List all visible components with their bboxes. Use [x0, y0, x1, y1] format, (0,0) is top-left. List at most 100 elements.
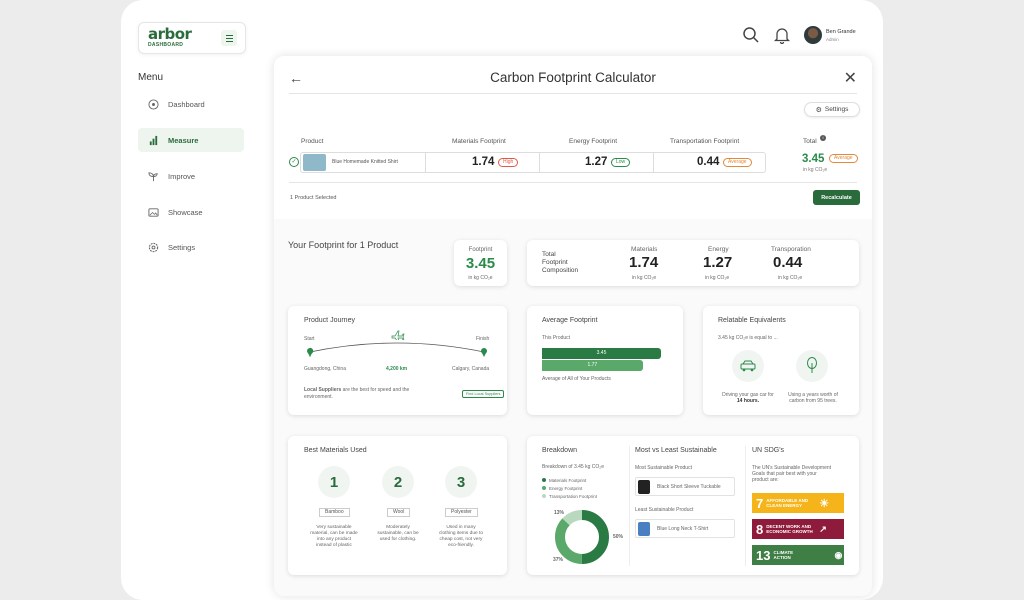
material-desc-line: Moderately [386, 525, 410, 530]
product-name: Blue Homemade Knitted Shirt [332, 159, 398, 165]
equivalents-intro: 3.45 kg CO₂e is equal to ... [718, 335, 778, 341]
sidebar-item-label: Dashboard [168, 99, 205, 109]
least-sustainable-product[interactable]: Blue Long Neck T-Shirt [635, 519, 735, 538]
sdg-label-line: CLIMATE [773, 550, 794, 555]
calculator-section: ← Carbon Footprint Calculator ✕ ⚙ Settin… [274, 56, 872, 219]
sidebar-item-label: Improve [168, 171, 196, 181]
sdg-label-line: ECONOMIC GROWTH [766, 529, 813, 534]
sidebar-item-showcase[interactable]: Showcase [138, 200, 244, 224]
menu-title: Menu [138, 72, 164, 83]
energy-unit: in kg CO₂e [705, 275, 730, 281]
start-label: Start [304, 336, 315, 342]
sdg-number: 7 [756, 495, 764, 511]
checkbox-selected-icon[interactable]: ✓ [289, 157, 299, 167]
sdg-number: 8 [756, 521, 764, 537]
transport-unit: in kg CO₂e [778, 275, 803, 281]
info-icon[interactable]: i [820, 135, 826, 141]
menu-toggle-icon[interactable] [221, 30, 237, 46]
product-journey-card: Product Journey Start Finish Guangdong, … [288, 306, 507, 415]
material-rank-3: 3 [445, 466, 477, 498]
material-tag: Bamboo [319, 508, 350, 517]
close-icon[interactable]: ✕ [843, 70, 857, 87]
sdg-desc-line: The UN's Sustainable Development [752, 465, 832, 471]
legend-item: Materials Footprint [542, 478, 597, 486]
back-arrow-icon[interactable]: ← [289, 70, 303, 86]
distance: 4,200 km [386, 366, 408, 372]
composition-card: Total Footprint Composition Materials 1.… [527, 240, 859, 286]
composition-label-line: Composition [542, 267, 579, 274]
find-local-suppliers-button[interactable]: Find Local Suppliers [462, 390, 505, 398]
total-unit: in kg CO₂e [803, 167, 828, 173]
sdg-desc-line: product are: [752, 477, 779, 483]
material-desc-line: instead of plastic [316, 543, 352, 548]
material-desc: Used in many clothing items due to cheap c… [432, 525, 490, 549]
sidebar-item-label: Showcase [168, 207, 203, 217]
energy-value: 1.27 [703, 254, 733, 271]
divider [289, 93, 857, 94]
average-bar: 1.77 [542, 360, 643, 371]
sdg-badge-7[interactable]: 7 AFFORDABLE AND CLEAN ENERGY ☀ [752, 493, 844, 513]
col-header-total: Total [803, 138, 817, 145]
material-desc-line: eco-friendly. [448, 543, 474, 548]
settings-button[interactable]: ⚙ Settings [804, 102, 860, 117]
user-name: Ben Grande [826, 29, 856, 35]
materials-cell: 1.74 High [425, 153, 539, 172]
divider [289, 182, 857, 183]
sdg-badge-13[interactable]: 13 CLIMATE ACTION ◉ [752, 545, 844, 565]
pct-transport: 13% [554, 510, 565, 516]
logo-box: arbor DASHBOARD [138, 22, 246, 54]
tree-icon [796, 350, 828, 382]
materials-value: 1.74 [472, 156, 495, 168]
sdg-label-line: CLEAN ENERGY [766, 503, 802, 508]
legend-label: Transportation Footprint [549, 494, 597, 499]
material-desc-line: used for clothing. [379, 537, 417, 542]
footprint-value: 3.45 [465, 255, 496, 272]
sdg-label: CLIMATE ACTION [773, 550, 823, 560]
sdg-badge-8[interactable]: 8 DECENT WORK AND ECONOMIC GROWTH ↗ [752, 519, 844, 539]
total-value: 3.45 [802, 153, 825, 165]
most-sustainable-product[interactable]: Black Short Sleeve Tuckable [635, 477, 735, 496]
material-desc-line: cheap cost, not very [439, 537, 483, 542]
this-product-bar-value: 3.45 [596, 350, 607, 356]
selected-count: 1 Product Selected [290, 195, 337, 201]
local-note-line2: environment. [304, 394, 333, 400]
material-tag: Polyester [445, 508, 478, 517]
footprint-card: Footprint 3.45 in kg CO₂e [454, 240, 507, 286]
sun-icon: ☀ [819, 497, 830, 510]
legend-label: Materials Footprint [549, 478, 587, 483]
brand-sub: DASHBOARD [148, 42, 184, 48]
sdg-label-line: ACTION [773, 555, 791, 560]
material-rank-1: 1 [318, 466, 350, 498]
table-row[interactable]: Blue Homemade Knitted Shirt 1.74 High 1.… [300, 152, 766, 173]
materials-label: Materials [631, 246, 658, 253]
sidebar-item-measure[interactable]: Measure [138, 128, 244, 152]
material-tag: Wool [387, 508, 411, 517]
user-role: Admin [826, 37, 839, 42]
energy-cell: 1.27 Low [539, 153, 653, 172]
equivalents-card: Relatable Equivalents 3.45 kg CO₂e is eq… [703, 306, 859, 415]
page-title: Carbon Footprint Calculator [490, 70, 656, 85]
most-sustainable-name: Black Short Sleeve Tuckable [657, 484, 721, 490]
image-icon [148, 207, 159, 217]
col-header-transport: Transportation Footprint [670, 138, 740, 145]
material-desc: Very sustainable material, can be made int… [305, 525, 363, 549]
sidebar-item-dashboard[interactable]: Dashboard [138, 92, 244, 116]
bell-icon[interactable] [773, 26, 791, 44]
sidebar-item-improve[interactable]: Improve [138, 164, 244, 188]
pct-materials: 50% [613, 534, 624, 540]
equivalent-2-line1: Using a years worth of [788, 392, 838, 398]
avatar[interactable] [804, 26, 822, 44]
search-icon[interactable] [742, 26, 760, 44]
legend-label: Energy Footprint [549, 486, 583, 491]
this-product-bar: 3.45 [542, 348, 661, 359]
average-bar-value: 1.77 [587, 362, 598, 368]
growth-chart-icon: ↗ [819, 523, 827, 534]
material-desc-line: Very sustainable [316, 525, 352, 530]
local-note-rest: are the best for speed and the [342, 387, 410, 393]
eye-icon: ◉ [834, 549, 843, 560]
recalculate-button[interactable]: Recalculate [813, 190, 860, 205]
product-thumbnail [638, 522, 650, 536]
col-header-energy: Energy Footprint [569, 138, 618, 145]
sidebar-item-settings[interactable]: Settings [138, 235, 244, 259]
col-header-materials: Materials Footprint [452, 138, 506, 145]
